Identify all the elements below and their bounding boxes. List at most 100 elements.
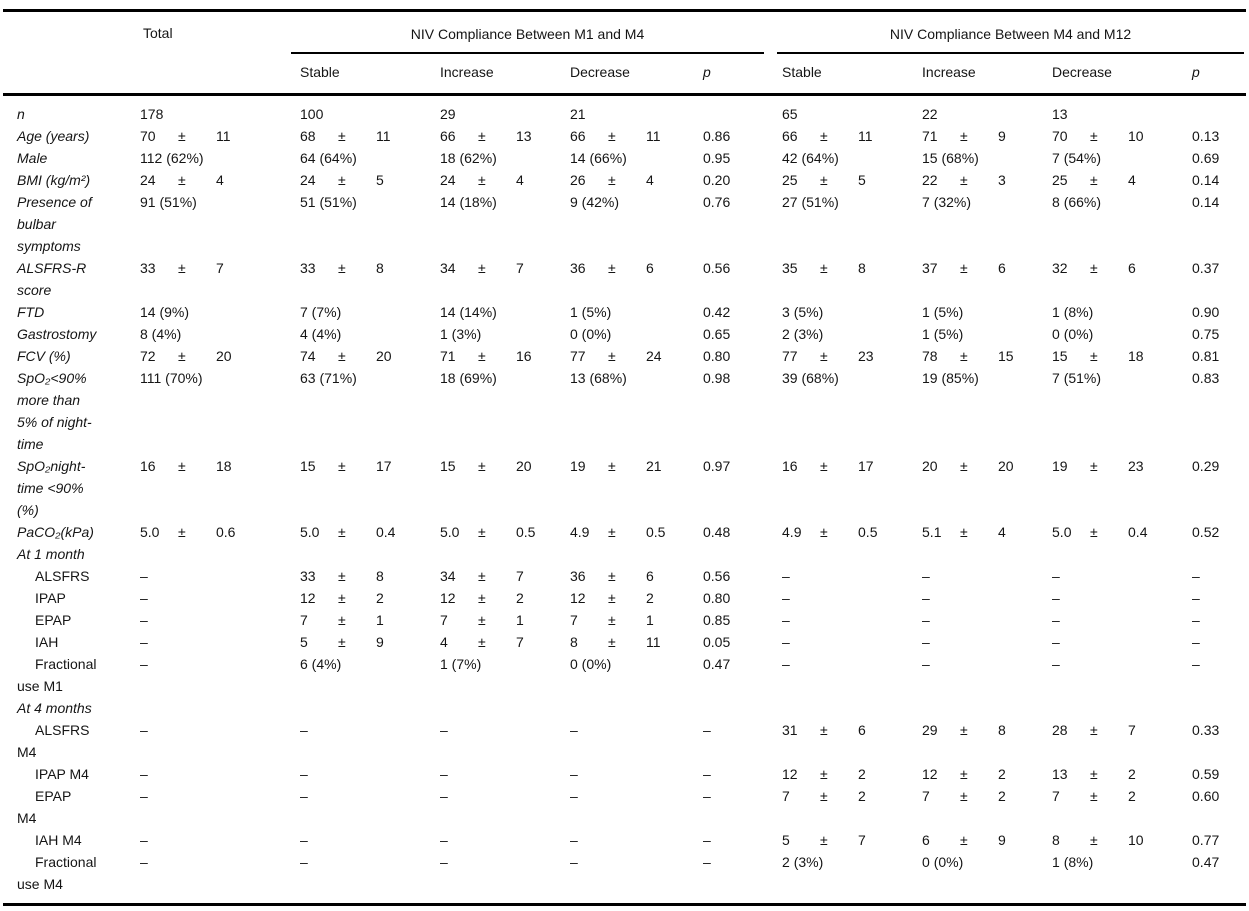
cell-decrease-m4m12: 7 ± 2 [1052,788,1136,804]
cell-stable-m4m12: 66 ± 11 [782,128,873,144]
cell-p-m4m12: – [1192,656,1200,672]
cell-decrease-m4m12: 13 ± 2 [1052,766,1136,782]
cell-increase-m1m4: – [440,832,448,848]
column-header-p-m4m12: p [1180,54,1247,96]
cell-stable-m1m4 [291,543,431,565]
cell-p-m1m4: 0.97 [703,458,731,474]
cell-total: 111 (70%) [140,370,203,386]
cell-stable-m1m4: – [300,788,308,804]
cell-decrease-m4m12: 7 (54%) [1052,150,1102,166]
cell-decrease-m1m4: – [570,766,578,782]
cell-p-m4m12: 0.83 [1192,370,1220,386]
cell-total: – [140,832,148,848]
cell-decrease-m4m12: – [1052,634,1060,650]
cell-stable-m4m12: 2 (3%) [782,854,824,870]
row-label: At 1 month [17,546,85,562]
cell-p-m1m4: 0.48 [703,524,731,540]
cell-decrease-m1m4: – [570,854,578,870]
cell-stable-m4m12: 12 ± 2 [782,766,866,782]
table-body: n 178 100 29 21 65 22 13 Age (years) 70 … [3,95,1246,905]
cell-decrease-m4m12: 8 ± 10 [1052,832,1144,848]
cell-decrease-m4m12: 5.0 ± 0.4 [1052,524,1148,540]
cell-total: – [140,788,148,804]
cell-increase-m1m4: 14 (14%) [440,304,497,320]
cell-decrease-m1m4: 36 ± 6 [570,260,654,276]
table-row: EPAP – 7 ± 1 7 ± 1 7 ± 1 0.85 – – – – [3,609,1246,631]
cell-total: – [140,722,148,738]
cell-decrease-m1m4: 8 ± 11 [570,634,661,650]
cell-p-m1m4 [691,95,773,126]
row-label: EPAP [35,612,72,628]
cell-p-m4m12: – [1192,612,1200,628]
cell-p-m4m12: 0.90 [1192,304,1220,320]
cell-stable-m4m12: 3 (5%) [782,304,824,320]
cell-stable-m4m12: 35 ± 8 [782,260,866,276]
cell-total: 72 ± 20 [140,348,232,364]
row-label: ALSFRS-R score [17,260,87,298]
table-row: FCV (%) 72 ± 20 74 ± 20 71 ± 16 77 ± 24 … [3,345,1246,367]
cell-p-m1m4: 0.98 [703,370,731,386]
cell-p-m1m4 [691,543,773,565]
cell-increase-m4m12: 5.1 ± 4 [922,524,1006,540]
cell-increase-m1m4: 7 ± 1 [440,612,524,628]
cell-decrease-m1m4: 12 ± 2 [570,590,654,606]
cell-decrease-m4m12: 7 (51%) [1052,370,1102,386]
group-header-m4-m12-label: NIV Compliance Between M4 and M12 [777,23,1245,54]
table-row: ALSFRS – 33 ± 8 34 ± 7 36 ± 6 0.56 – – –… [3,565,1246,587]
cell-p-m4m12 [1180,543,1246,565]
cell-increase-m1m4: 14 (18%) [440,194,497,210]
cell-increase-m1m4: 12 ± 2 [440,590,524,606]
cell-p-m1m4: 0.47 [703,656,731,672]
cell-decrease-m4m12 [1043,697,1180,719]
cell-increase-m4m12: – [922,612,930,628]
cell-increase-m4m12: 0 (0%) [922,854,964,870]
table-row: ALSFRS-R score 33 ± 7 33 ± 8 34 ± 7 36 ±… [3,257,1246,301]
cell-increase-m4m12: – [922,634,930,650]
table-row: BMI (kg/m²) 24 ± 4 24 ± 5 24 ± 4 26 ± 4 … [3,169,1246,191]
row-label: FTD [17,304,45,320]
cell-stable-m4m12: 27 (51%) [782,194,839,210]
cell-decrease-m4m12: 8 (66%) [1052,194,1102,210]
cell-stable-m4m12: 77 ± 23 [782,348,874,364]
cell-stable-m1m4: 68 ± 11 [300,128,391,144]
cell-increase-m4m12: 7 ± 2 [922,788,1006,804]
cell-decrease-m1m4: 26 ± 4 [570,172,654,188]
row-label: Male [17,150,48,166]
cell-increase-m4m12: 37 ± 6 [922,260,1006,276]
table-row: At 1 month [3,543,1246,565]
cell-total: – [140,568,148,584]
cell-increase-m1m4: 29 [440,106,456,122]
cell-stable-m4m12 [773,697,913,719]
cell-stable-m1m4: 5 ± 9 [300,634,384,650]
cell-p-m1m4: 0.56 [703,568,731,584]
cell-increase-m1m4: 34 ± 7 [440,260,524,276]
cell-stable-m4m12: 25 ± 5 [782,172,866,188]
cell-increase-m4m12: 71 ± 9 [922,128,1006,144]
cell-decrease-m1m4: – [570,722,578,738]
cell-stable-m1m4: 15 ± 17 [300,458,392,474]
row-label: n [17,106,25,122]
column-header-increase-m4m12: Increase [913,54,1044,96]
empty-header-cell [131,54,291,96]
cell-stable-m1m4: 4 (4%) [300,326,342,342]
cell-p-m4m12: – [1192,568,1200,584]
cell-total [131,697,291,719]
column-header-increase-m1m4: Increase [431,54,561,96]
cell-p-m4m12: – [1192,590,1200,606]
niv-compliance-table: Total NIV Compliance Between M1 and M4 N… [3,9,1247,906]
cell-decrease-m1m4: 36 ± 6 [570,568,654,584]
cell-total: 14 (9%) [140,304,190,320]
table-row: ALSFRS M4 – – – – – 31 ± 6 29 ± 8 28 ± 7… [3,719,1246,763]
cell-decrease-m1m4: 14 (66%) [570,150,627,166]
cell-total [131,543,291,565]
cell-stable-m1m4: 7 ± 1 [300,612,384,628]
cell-p-m1m4: – [703,722,711,738]
row-label: PaCO₂(kPa) [17,524,94,540]
cell-stable-m1m4: 5.0 ± 0.4 [300,524,396,540]
row-label: IAH M4 [35,832,82,848]
table-row: Fractional use M4 – – – – – 2 (3%) 0 (0%… [3,851,1246,905]
table-row: n 178 100 29 21 65 22 13 [3,95,1246,126]
group-header-row: Total NIV Compliance Between M1 and M4 N… [3,11,1246,54]
cell-stable-m4m12 [773,543,913,565]
cell-increase-m1m4: 34 ± 7 [440,568,524,584]
